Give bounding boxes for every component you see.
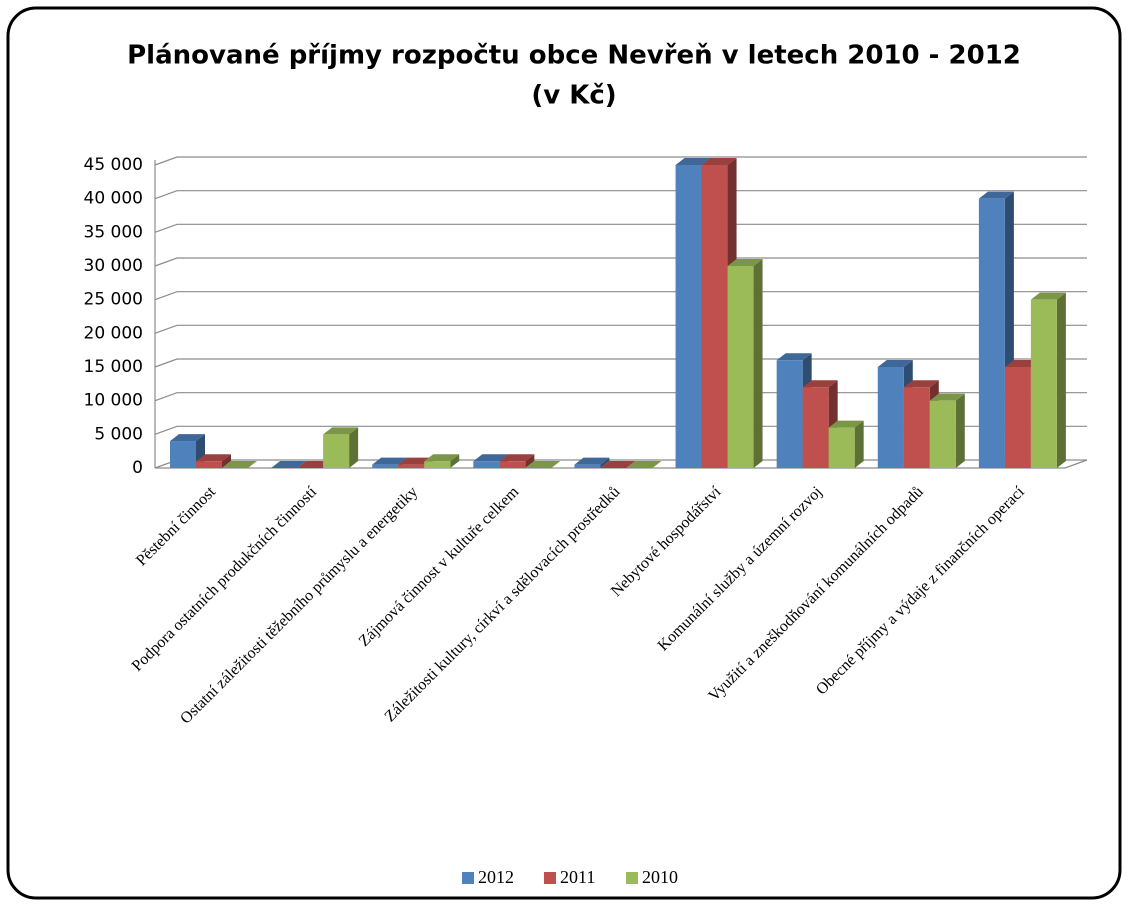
bar-top (473, 454, 509, 462)
bar-top (499, 454, 535, 462)
bar (170, 441, 196, 468)
bar (196, 461, 222, 468)
bar (828, 427, 855, 468)
legend-swatch (462, 872, 474, 884)
bar-side (222, 454, 231, 468)
bar (675, 165, 702, 468)
bar-top (727, 259, 763, 266)
bar-top (903, 380, 939, 388)
bar (473, 461, 500, 468)
bar-top (626, 461, 662, 468)
grid-line (154, 324, 1087, 334)
bar-top (271, 461, 307, 468)
bar-top (675, 158, 711, 165)
bar (929, 400, 956, 468)
chart-subtitle: (v Kč) (531, 81, 616, 111)
bar-side (753, 259, 763, 468)
legend-label: 2012 (478, 867, 514, 887)
grid-line (154, 156, 1087, 166)
bar-top (701, 158, 737, 165)
bar (398, 464, 425, 468)
y-tick-label: 20 000 (84, 323, 143, 343)
bar-top (222, 461, 257, 468)
bar-top (978, 191, 1014, 199)
bar-top (574, 457, 610, 465)
y-tick-label: 45 000 (84, 155, 143, 175)
bar-top (323, 427, 359, 435)
y-tick-label: 5 000 (94, 424, 143, 444)
floor-line (155, 459, 1088, 469)
bar (903, 387, 930, 468)
grid-line (154, 190, 1087, 200)
bar-side (955, 393, 965, 468)
y-tick-label: 25 000 (84, 290, 143, 310)
bar (802, 387, 829, 468)
bar (424, 461, 451, 468)
y-tick-label: 40 000 (84, 189, 143, 209)
bar (1004, 367, 1031, 468)
legend-swatch (626, 872, 638, 884)
y-tick-label: 35 000 (84, 222, 143, 242)
bar-top (877, 360, 913, 367)
bar (978, 198, 1005, 468)
bar (877, 367, 904, 468)
bar (372, 464, 399, 468)
legend-swatch (544, 872, 556, 884)
bar-side (854, 420, 864, 468)
bar (776, 360, 803, 468)
y-tick-label: 0 (132, 458, 143, 478)
grid-line (154, 257, 1087, 267)
y-tick-label: 10 000 (84, 391, 143, 411)
bar-top (802, 380, 838, 388)
bar-top (828, 420, 864, 428)
bar (499, 461, 526, 468)
y-tick-label: 30 000 (84, 256, 143, 276)
chart-title: Plánované příjmy rozpočtu obce Nevřeň v … (127, 41, 1021, 71)
bar-side (525, 454, 535, 468)
grid-line (154, 291, 1087, 301)
bar-side (349, 427, 359, 468)
bar-side (1056, 292, 1066, 468)
bar-side (600, 457, 610, 468)
bar-top (372, 457, 408, 465)
y-tick-label: 15 000 (84, 357, 143, 377)
bar-top (170, 434, 205, 442)
legend-label: 2011 (560, 867, 595, 887)
grid-line (154, 223, 1087, 233)
bar-top (929, 393, 965, 401)
bar-top (776, 353, 812, 361)
bar-top (424, 454, 460, 462)
bar-top (196, 454, 231, 462)
legend-label: 2010 (642, 867, 678, 887)
bar-top (525, 461, 561, 468)
bar-side (450, 454, 460, 468)
bar-top (1030, 292, 1066, 300)
bar (323, 434, 350, 468)
bar (1030, 299, 1057, 468)
bar-top (600, 461, 636, 468)
bar (574, 464, 601, 468)
chart-frame (6, 6, 1122, 900)
bar (701, 165, 728, 468)
bar (727, 266, 754, 468)
legend: 2012 2011 2010 (462, 867, 678, 887)
